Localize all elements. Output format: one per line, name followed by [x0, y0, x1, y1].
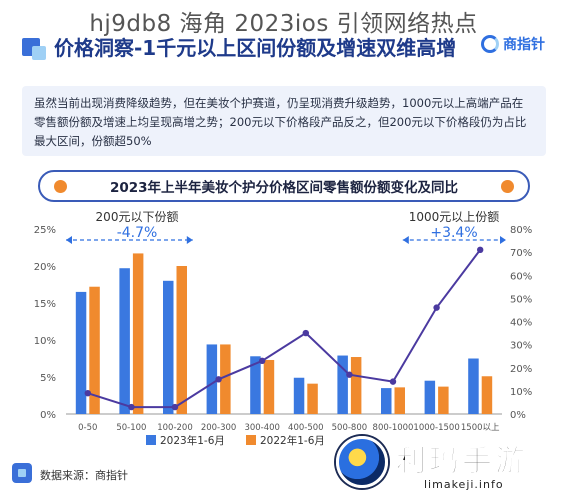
y-right-tick-label: 40% [510, 318, 532, 329]
y-right-tick-label: 60% [510, 271, 532, 282]
bar [75, 291, 87, 414]
y-left-tick-label: 25% [34, 225, 56, 236]
x-tick-label: 1500以上 [461, 423, 500, 433]
y-left-tick-label: 10% [34, 336, 56, 347]
annotation-left: 200元以下份额 -4.7% [72, 208, 202, 241]
bar [176, 266, 187, 414]
y-right-tick-label: 80% [510, 225, 532, 236]
bar [293, 377, 305, 414]
annotation-left-rule-arrow-right [186, 236, 193, 244]
x-tick-label: 500-800 [332, 423, 368, 433]
x-tick-label: 400-500 [288, 423, 324, 433]
bar [206, 344, 218, 414]
line-point [84, 389, 92, 397]
x-tick-label: 50-100 [116, 423, 146, 433]
line-point [215, 376, 222, 383]
line-point [128, 403, 135, 411]
title-dot-icon-left [54, 180, 67, 193]
line-point [433, 304, 440, 311]
annotation-right-value: +3.4% [430, 225, 478, 241]
chart-title-box: 2023年上半年美妆个护分价格区间零售额份额变化及同比 [38, 170, 530, 202]
x-tick-label: 0-50 [78, 423, 97, 433]
bar [263, 359, 275, 414]
y-left-tick-label: 5% [40, 373, 56, 384]
annotation-right: 1000元以上份额 +3.4% [394, 208, 514, 241]
page-header: 价格洞察-1千元以上区间份额及增速双维高增 商指针 [0, 26, 567, 74]
header-square-icon-light [32, 46, 46, 60]
bar [381, 388, 392, 414]
bar [468, 358, 479, 414]
y-right-tick-label: 30% [510, 341, 532, 352]
title-dot-icon-right [501, 180, 514, 193]
y-right-tick-label: 10% [510, 387, 532, 398]
bar [424, 380, 436, 414]
y-left-tick-label: 15% [34, 299, 56, 310]
data-source: 数据来源：商指针 [40, 469, 128, 482]
x-tick-label: 200-300 [201, 423, 237, 433]
watermark-drop-icon [336, 436, 388, 488]
x-tick-label: 800-1000 [373, 423, 414, 433]
series-line [87, 249, 481, 409]
y-right-tick-label: 70% [510, 248, 532, 259]
annotation-right-rule-arrow-right [500, 236, 506, 244]
annotation-left-value: -4.7% [116, 225, 158, 241]
annotation-left-label: 200元以下份额 [95, 210, 179, 224]
bar [119, 268, 130, 414]
bar [350, 357, 362, 414]
x-tick-label: 300-400 [244, 423, 280, 433]
summary-text: 虽然当前出现消费降级趋势，但在美妆个护赛道，仍呈现消费升级趋势，1000元以上高… [22, 86, 546, 156]
watermark-text: 利玛手游 [396, 444, 528, 480]
y-right-tick-label: 0% [510, 410, 526, 421]
x-tick-label: 1000-1500 [413, 423, 459, 433]
line-point [259, 357, 266, 365]
x-tick-label: 100-200 [157, 423, 193, 433]
brand-logo-icon [481, 35, 499, 53]
bar [220, 344, 231, 414]
line-point [389, 378, 397, 385]
legend-label: 2023年1-6月 [160, 434, 225, 447]
annotation-right-rule-arrow-left [402, 236, 409, 244]
legend-swatch [246, 435, 256, 445]
y-left-tick-label: 0% [40, 410, 56, 421]
line-point [171, 403, 179, 411]
footer-logo-icon [12, 463, 32, 483]
annotation-left-rule-arrow-left [66, 236, 72, 244]
bar [250, 356, 261, 414]
bar [481, 376, 493, 414]
legend-label: 2022年1-6月 [260, 434, 325, 447]
bar [89, 286, 100, 414]
y-right-tick-label: 50% [510, 294, 532, 305]
y-right-tick-label: 20% [510, 364, 532, 375]
brand-logo-text: 商指针 [503, 37, 545, 53]
legend-swatch [146, 435, 156, 445]
bar [163, 280, 174, 414]
brand-logo: 商指针 [481, 34, 545, 54]
y-left-tick-label: 20% [34, 262, 56, 273]
line-point [477, 246, 484, 254]
bar [132, 253, 144, 414]
bar [394, 387, 405, 414]
bar [307, 383, 318, 414]
watermark: 利玛手游 limakeji.info [330, 432, 560, 498]
bar [438, 386, 449, 414]
overlay-title: hj9db8 海角 2023ios 引领网络热点 [89, 11, 478, 37]
watermark-url: limakeji.info [424, 478, 504, 491]
line-point [346, 371, 353, 378]
chart-title: 2023年上半年美妆个护分价格区间零售额份额变化及同比 [109, 180, 459, 196]
line-point [302, 329, 309, 337]
bar [337, 355, 348, 414]
page-title: 价格洞察-1千元以上区间份额及增速双维高增 [54, 36, 457, 60]
annotation-right-label: 1000元以上份额 [408, 210, 500, 224]
